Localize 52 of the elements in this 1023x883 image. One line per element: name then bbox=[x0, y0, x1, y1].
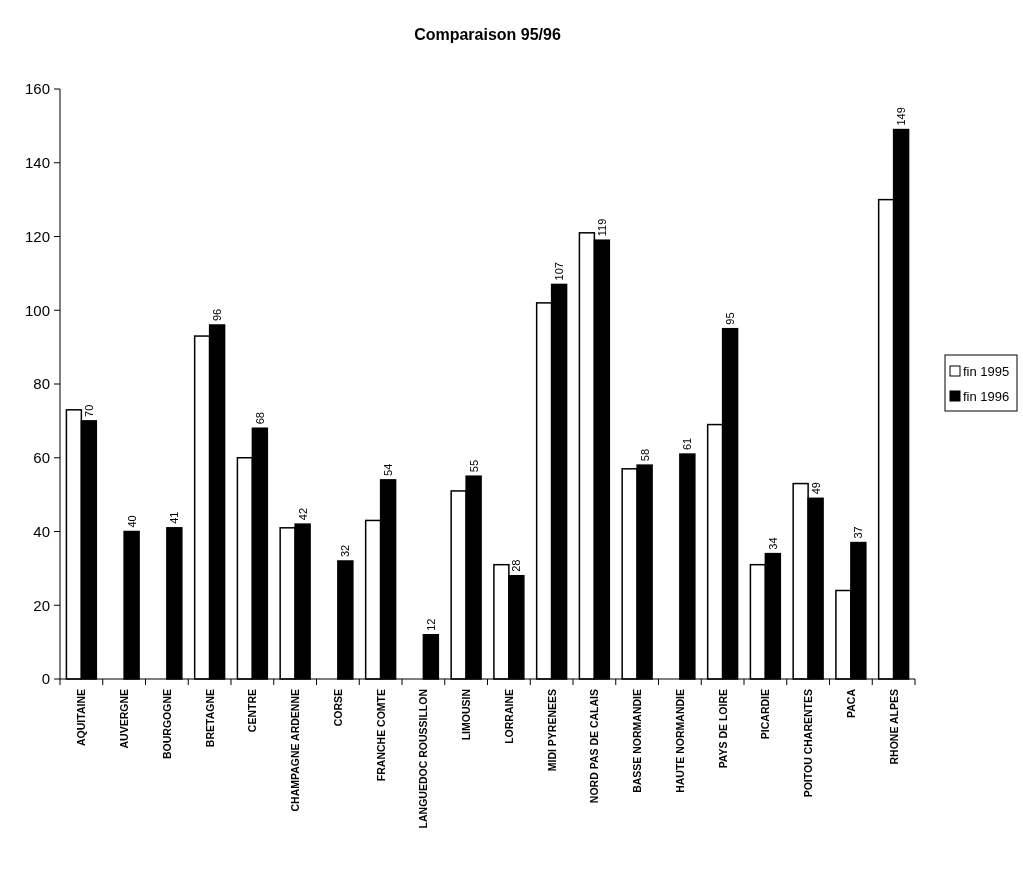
data-label: 41 bbox=[168, 511, 181, 524]
x-tick-label: AQUITAINE bbox=[75, 689, 88, 746]
data-label: 54 bbox=[382, 463, 395, 476]
x-tick-label: CORSE bbox=[331, 689, 344, 727]
x-tick-label: PICARDIE bbox=[759, 689, 772, 740]
data-label: 42 bbox=[296, 507, 309, 521]
x-tick-label: CENTRE bbox=[246, 689, 259, 733]
x-tick-label: BRETAGNE bbox=[203, 689, 216, 748]
x-tick-label: AUVERGNE bbox=[118, 689, 131, 749]
data-label: 32 bbox=[339, 544, 352, 557]
y-tick-label: 80 bbox=[33, 375, 50, 393]
data-label: 34 bbox=[766, 537, 779, 550]
y-tick-label: 40 bbox=[33, 522, 50, 540]
y-tick-label: 0 bbox=[41, 670, 50, 688]
legend-label: fin 1996 bbox=[963, 388, 1010, 404]
y-tick-label: 140 bbox=[24, 154, 50, 171]
legend-label: fin 1995 bbox=[963, 363, 1010, 379]
data-label: 49 bbox=[809, 482, 822, 495]
data-label: 37 bbox=[852, 526, 865, 539]
x-tick-label: PACA bbox=[844, 688, 857, 718]
data-label: 55 bbox=[467, 459, 480, 473]
x-tick-label: LORRAINE bbox=[502, 689, 515, 744]
data-label: 119 bbox=[595, 218, 608, 237]
data-label: 70 bbox=[82, 404, 95, 417]
data-label: 68 bbox=[253, 412, 266, 425]
y-tick-label: 20 bbox=[33, 596, 50, 614]
data-label: 149 bbox=[895, 107, 908, 126]
data-label: 95 bbox=[724, 312, 737, 325]
y-tick-label: 120 bbox=[24, 227, 50, 245]
data-label: 58 bbox=[638, 448, 651, 462]
y-tick-label: 160 bbox=[24, 80, 50, 98]
data-label: 28 bbox=[510, 559, 523, 572]
x-tick-label: POITOU CHARENTES bbox=[802, 689, 815, 798]
x-tick-label: PAYS DE LOIRE bbox=[716, 689, 729, 769]
x-tick-label: HAUTE NORMANDIE bbox=[673, 689, 686, 793]
x-tick-label: NORD PAS DE CALAIS bbox=[588, 689, 601, 804]
x-tick-label: FRANCHE COMTE bbox=[374, 689, 387, 782]
data-label: 40 bbox=[125, 515, 138, 528]
x-tick-label: LANGUEDOC ROUSSILLON bbox=[417, 689, 430, 829]
chart-title: Comparaison 95/96 bbox=[414, 26, 561, 43]
y-tick-label: 100 bbox=[24, 301, 50, 319]
x-tick-label: BOURGOGNE bbox=[160, 689, 173, 760]
y-tick-label: 60 bbox=[33, 449, 50, 466]
x-tick-label: BASSE NORMANDIE bbox=[631, 689, 644, 793]
x-tick-label: MIDI PYRENEES bbox=[545, 689, 558, 772]
x-tick-label: CHAMPAGNE ARDENNE bbox=[289, 689, 302, 812]
data-label: 96 bbox=[211, 308, 224, 321]
data-label: 12 bbox=[424, 618, 437, 631]
x-tick-label: LIMOUSIN bbox=[460, 689, 473, 741]
data-label: 61 bbox=[681, 437, 694, 451]
data-label: 107 bbox=[553, 262, 566, 281]
x-tick-label: RHONE ALPES bbox=[887, 689, 900, 765]
